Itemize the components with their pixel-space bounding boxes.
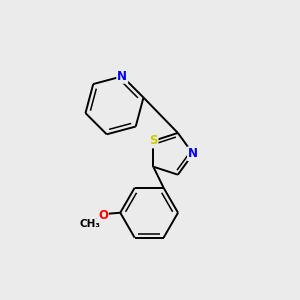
Text: N: N [188, 147, 198, 160]
Text: CH₃: CH₃ [80, 219, 101, 229]
Text: S: S [149, 134, 158, 147]
Text: N: N [117, 70, 127, 83]
Text: O: O [98, 208, 108, 221]
